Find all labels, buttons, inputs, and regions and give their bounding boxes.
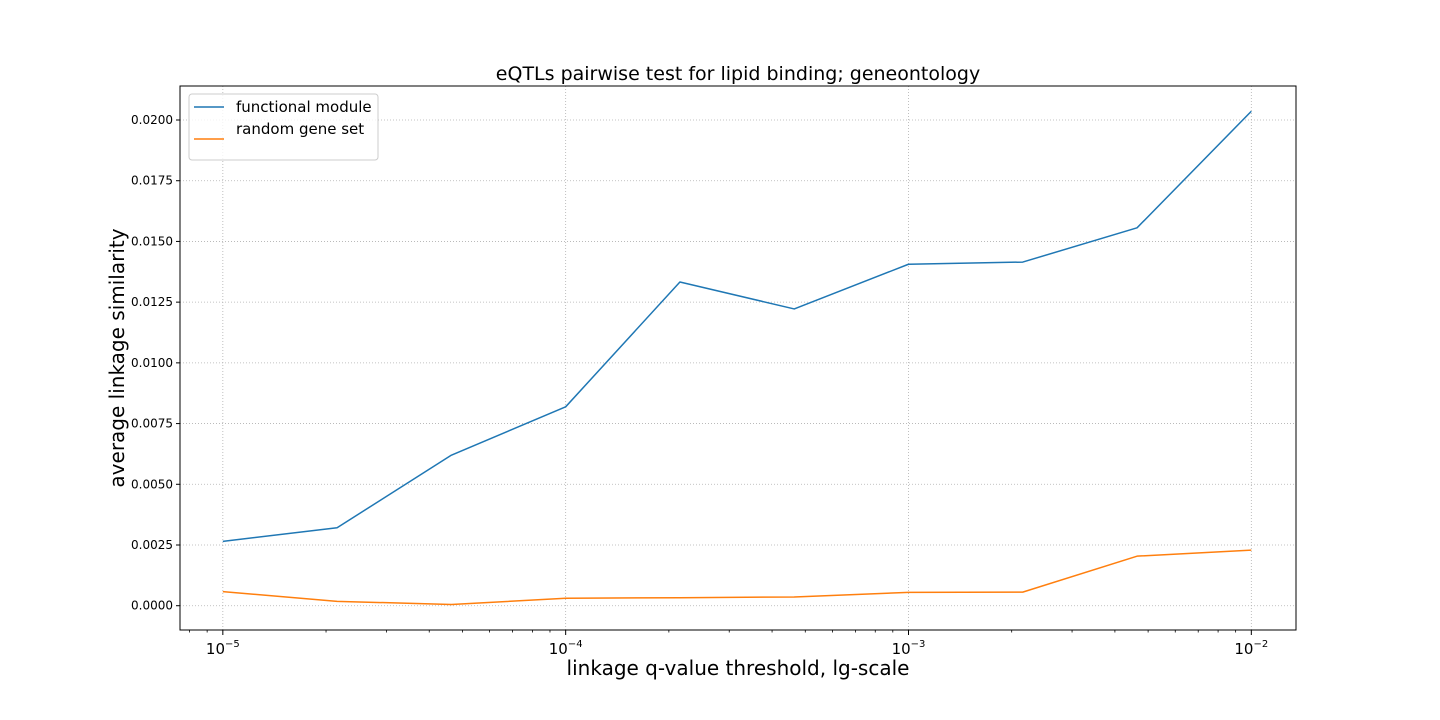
y-axis-ticks: 0.0000 0.0025 0.0050 0.0075 0.0100 0.0125 0.01… bbox=[131, 113, 180, 613]
legend-label-functional-module: functional module bbox=[236, 98, 372, 116]
y-tick-label: 0.0025 bbox=[131, 538, 173, 552]
series-lines bbox=[222, 110, 1252, 606]
x-tick-label-base: 10 bbox=[549, 640, 568, 658]
x-axis-label: linkage q-value threshold, lg-scale bbox=[567, 656, 910, 680]
y-tick-label: 0.0050 bbox=[131, 477, 173, 491]
y-tick-label: 0.0200 bbox=[131, 113, 173, 127]
x-tick-label: 10−5 bbox=[206, 639, 240, 658]
y-tick-label: 0.0150 bbox=[131, 234, 173, 248]
x-axis-ticks: 10−5 10−4 10−3 10−2 bbox=[206, 630, 1268, 658]
x-tick-label: 10−4 bbox=[549, 639, 583, 658]
chart-title: eQTLs pairwise test for lipid binding; g… bbox=[496, 63, 980, 85]
y-tick-label: 0.0175 bbox=[131, 174, 173, 188]
x-tick-label-base: 10 bbox=[892, 640, 911, 658]
y-tick-label: 0.0125 bbox=[131, 295, 173, 309]
legend-label-random-gene-set: random gene set bbox=[236, 120, 364, 138]
x-tick-label-exponent: −2 bbox=[1253, 639, 1268, 650]
x-tick-label: 10−2 bbox=[1234, 639, 1268, 658]
series-line-random-gene-set bbox=[222, 549, 1252, 606]
legend: functional module random gene set bbox=[188, 93, 379, 161]
x-tick-label-exponent: −3 bbox=[911, 639, 926, 650]
x-tick-label: 10−3 bbox=[892, 639, 926, 658]
x-tick-label-exponent: −4 bbox=[568, 639, 583, 650]
y-tick-label: 0.0100 bbox=[131, 356, 173, 370]
plot-area-frame bbox=[179, 85, 1297, 631]
x-tick-label-base: 10 bbox=[1234, 640, 1253, 658]
x-tick-label-exponent: −5 bbox=[225, 639, 240, 650]
y-tick-label: 0.0075 bbox=[131, 417, 173, 431]
y-tick-label: 0.0000 bbox=[131, 599, 173, 613]
legend-box bbox=[188, 93, 379, 161]
series-line-functional-module bbox=[222, 110, 1252, 543]
x-tick-label-base: 10 bbox=[206, 640, 225, 658]
y-axis-label: average linkage similarity bbox=[105, 228, 129, 487]
